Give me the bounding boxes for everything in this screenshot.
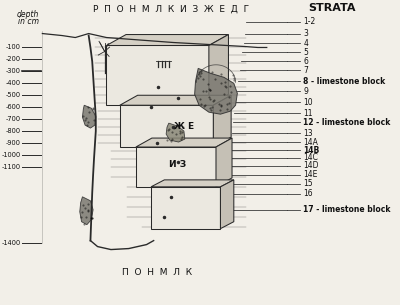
Text: П  О  Н  М  Л  К: П О Н М Л К [122, 268, 192, 278]
Text: 10: 10 [303, 98, 313, 107]
Text: 14D: 14D [303, 161, 319, 170]
Text: -600: -600 [6, 104, 21, 110]
Text: -900: -900 [6, 140, 21, 146]
Text: 13: 13 [303, 129, 313, 138]
Text: 1-2: 1-2 [303, 17, 316, 26]
Polygon shape [106, 34, 228, 45]
Text: in cm: in cm [18, 16, 39, 26]
Text: 11: 11 [303, 109, 313, 118]
Text: 14B: 14B [303, 145, 320, 155]
Text: Ж Е: Ж Е [174, 122, 194, 131]
Text: 5: 5 [303, 48, 308, 57]
Text: 14C: 14C [303, 153, 318, 163]
Text: -500: -500 [6, 92, 21, 98]
Text: 3: 3 [303, 29, 308, 38]
Text: 9: 9 [303, 87, 308, 96]
Polygon shape [136, 138, 232, 147]
Polygon shape [195, 68, 237, 114]
Polygon shape [106, 45, 209, 105]
Polygon shape [220, 180, 234, 229]
Text: -1400: -1400 [2, 240, 21, 246]
Text: depth: depth [17, 10, 39, 19]
Text: -700: -700 [6, 116, 21, 122]
Text: STRATA: STRATA [308, 3, 356, 13]
Text: 4: 4 [303, 39, 308, 48]
Text: -800: -800 [6, 128, 21, 134]
Text: Р  П  О  Н  М  Л  К  И  З  Ж  Е  Д  Г: Р П О Н М Л К И З Ж Е Д Г [94, 5, 250, 14]
Text: 16: 16 [303, 189, 313, 198]
Text: 17 - limestone block: 17 - limestone block [303, 205, 391, 214]
Text: -1000: -1000 [2, 152, 21, 158]
Polygon shape [136, 147, 216, 187]
Text: -200: -200 [6, 56, 21, 63]
Text: -1100: -1100 [2, 164, 21, 170]
Polygon shape [216, 138, 232, 187]
Text: 14A: 14A [303, 138, 318, 146]
Text: 8 - limestone block: 8 - limestone block [303, 77, 386, 86]
Text: И З: И З [169, 160, 186, 170]
Text: -400: -400 [6, 80, 21, 86]
Polygon shape [120, 105, 213, 147]
Text: 14E: 14E [303, 170, 318, 179]
Polygon shape [82, 105, 96, 128]
Text: 15: 15 [303, 179, 313, 188]
Polygon shape [151, 180, 234, 187]
Text: 7: 7 [303, 66, 308, 75]
Polygon shape [209, 34, 228, 105]
Text: 6: 6 [303, 57, 308, 66]
Text: 12 - limestone block: 12 - limestone block [303, 118, 391, 127]
Polygon shape [120, 95, 231, 105]
Polygon shape [166, 123, 185, 142]
Text: -300: -300 [6, 68, 21, 74]
Polygon shape [213, 95, 231, 147]
Polygon shape [151, 187, 220, 229]
Polygon shape [80, 197, 93, 225]
Text: -100: -100 [6, 45, 21, 51]
